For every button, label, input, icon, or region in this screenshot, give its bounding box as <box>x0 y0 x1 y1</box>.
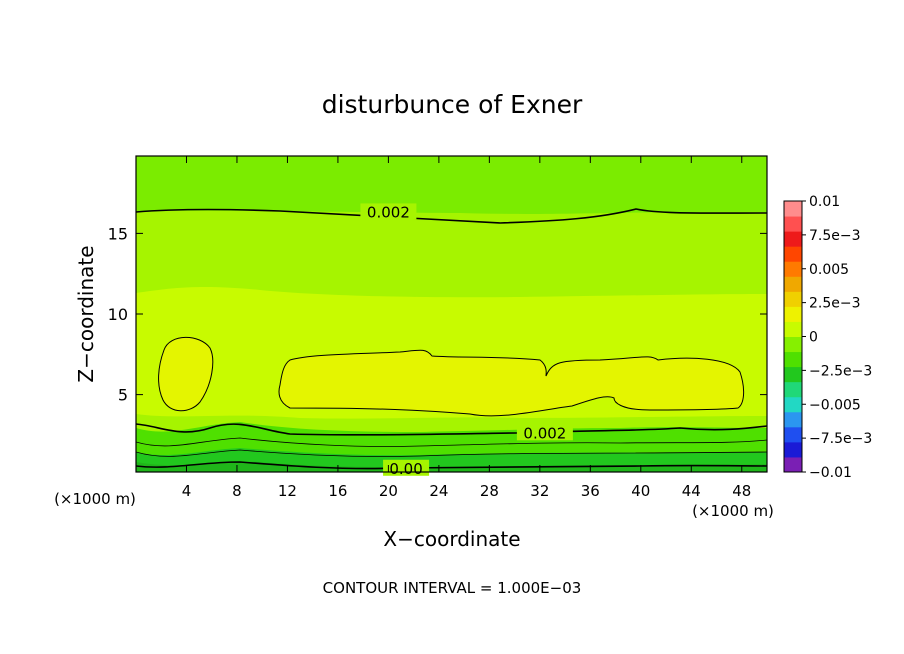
colorbar-segment <box>784 396 802 413</box>
x-axis-label: X−coordinate <box>383 527 520 551</box>
x-axis-ticks: 4 8 12 16 20 24 28 32 36 40 44 48 <box>182 156 751 500</box>
x-tick-label: 36 <box>581 482 600 500</box>
contour-blob-left <box>158 336 214 412</box>
x-tick-label: 12 <box>278 482 297 500</box>
colorbar-segment <box>784 276 802 292</box>
x-unit-label-right: (×1000 m) <box>692 502 774 520</box>
colorbar-segment <box>784 306 802 322</box>
colorbar-tick-label: −7.5e−3 <box>809 431 872 447</box>
y-tick-label: 15 <box>108 224 128 243</box>
x-tick-label: 16 <box>328 482 347 500</box>
x-tick-label: 8 <box>232 482 242 500</box>
contour-line-0.002-upper <box>136 208 767 224</box>
contour-label-bg <box>516 424 573 441</box>
y-tick-label: 5 <box>118 386 128 405</box>
colorbar <box>783 200 803 473</box>
colorbar-segment <box>784 456 802 473</box>
fill-band-ground-low <box>136 461 767 472</box>
colorbar-segment <box>784 351 802 368</box>
contour-label: 0.002 <box>523 424 566 442</box>
colorbar-segment <box>784 291 802 307</box>
colorbar-labels: 0.01 7.5e−3 0.005 2.5e−3 0 −2.5e−3 −0.005 −7.5e… <box>802 194 872 481</box>
chart-title: disturbunce of Exner <box>322 90 583 119</box>
y-axis-ticks: 5 10 15 <box>108 224 767 405</box>
y-axis-label: Z−coordinate <box>74 245 98 382</box>
contour-labels: 0.002 0.002 0.00 <box>360 203 573 478</box>
colorbar-tick-label: −2.5e−3 <box>809 363 872 379</box>
x-tick-label: 28 <box>480 482 499 500</box>
contour-line-thin-2 <box>136 449 767 457</box>
colorbar-segment <box>784 336 802 353</box>
contour-blob-right <box>278 349 745 417</box>
x-unit-label-left: (×1000 m) <box>54 490 136 508</box>
colorbar-tick-label: 7.5e−3 <box>809 228 861 244</box>
colorbar-segment <box>784 231 802 247</box>
colorbar-tick-label: 0.005 <box>809 262 849 278</box>
colorbar-segment <box>784 381 802 398</box>
colorbar-segment <box>784 261 802 277</box>
y-tick-label: 10 <box>108 305 128 324</box>
colorbar-segment <box>784 411 802 428</box>
colorbar-tick-label: −0.005 <box>809 397 861 413</box>
x-tick-label: 44 <box>682 482 701 500</box>
x-tick-label: 40 <box>631 482 650 500</box>
colorbar-tick-label: 2.5e−3 <box>809 296 861 312</box>
colorbar-tick-label: 0.01 <box>809 194 840 210</box>
contour-label: 0.00 <box>389 460 422 478</box>
contour-label-bg <box>360 203 417 220</box>
contour-label: 0.002 <box>367 203 410 221</box>
x-tick-label: 4 <box>182 482 192 500</box>
plot-area <box>136 156 767 472</box>
colorbar-segment <box>784 216 802 232</box>
x-tick-label: 32 <box>530 482 549 500</box>
colorbar-tick-label: −0.01 <box>809 465 852 481</box>
contour-interval-footer: CONTOUR INTERVAL = 1.000E−03 <box>323 579 582 597</box>
x-tick-label: 24 <box>429 482 448 500</box>
contour-line-thin-1 <box>136 437 767 447</box>
x-tick-label: 48 <box>732 482 751 500</box>
colorbar-segment <box>784 201 802 217</box>
contour-line-0.002-lower <box>136 423 767 436</box>
colorbar-segment <box>784 426 802 443</box>
colorbar-segment <box>784 321 802 337</box>
colorbar-segment <box>784 366 802 383</box>
colorbar-segment <box>784 246 802 262</box>
x-tick-label: 20 <box>379 482 398 500</box>
colorbar-segment <box>784 441 802 458</box>
colorbar-tick-label: 0 <box>809 330 818 346</box>
